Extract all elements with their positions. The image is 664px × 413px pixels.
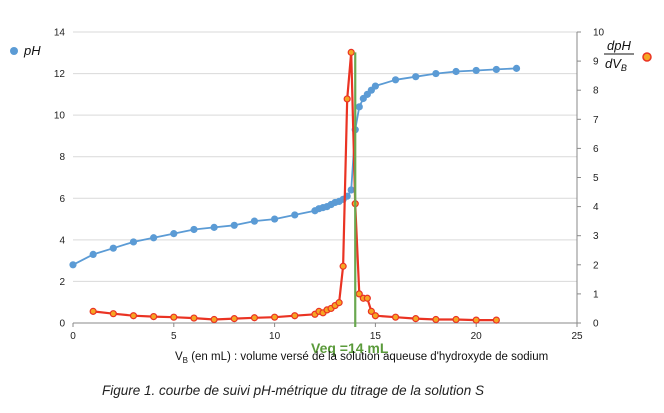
y-right-tick-label: 6 [593, 144, 599, 155]
ph-point [150, 234, 158, 242]
derivative-line [93, 51, 497, 322]
y-right-tick-label: 3 [593, 231, 599, 242]
legend-ph-marker [10, 47, 18, 55]
legend-ph: pH [10, 43, 41, 58]
derivative-point [492, 316, 500, 324]
ph-point [452, 67, 460, 76]
derivative-point [271, 313, 279, 321]
x-axis-label: VB (en mL) : volume versé de la solution… [175, 351, 548, 365]
series [69, 48, 521, 327]
derivative-point [89, 307, 97, 315]
derivative-point [412, 315, 420, 323]
veq-annotation: Veq =14 mL [311, 340, 389, 356]
ph-point [472, 66, 480, 75]
derivative-point [230, 315, 238, 323]
y-left-tick-label: 10 [54, 111, 66, 122]
ph-line [72, 67, 517, 266]
derivative-point [391, 313, 400, 321]
ph-point [250, 217, 259, 225]
y-right-tick-label: 7 [593, 115, 599, 126]
x-tick-label: 20 [471, 331, 483, 342]
legend-derivative-numerator: dpH [607, 38, 631, 53]
derivative-point [170, 313, 178, 321]
ph-point [347, 186, 355, 194]
y-left-tick-label: 14 [54, 28, 66, 39]
legend-derivative: dpH dVB [604, 38, 652, 73]
derivative-point [190, 314, 198, 322]
ph-point [129, 238, 138, 246]
y-right-tick-label: 5 [593, 173, 599, 184]
derivative-point [150, 312, 158, 321]
y-right-tick-label: 4 [593, 202, 599, 213]
legend-derivative-marker [642, 52, 652, 62]
ph-point [271, 215, 279, 223]
legend-ph-label: pH [23, 43, 41, 58]
derivative-point [363, 294, 371, 302]
derivative-point [129, 312, 138, 320]
ph-point [230, 221, 238, 229]
y-right-tick-label: 1 [593, 289, 599, 300]
derivative-point [250, 314, 259, 322]
ph-point [170, 230, 178, 238]
grid [73, 31, 577, 324]
derivative-point [109, 310, 117, 318]
ph-point [412, 73, 420, 81]
ph-point [512, 64, 521, 72]
y-left-tick-label: 4 [59, 235, 65, 246]
ph-point [391, 76, 400, 84]
ph-point [210, 223, 218, 231]
x-tick-label: 0 [70, 331, 76, 342]
ph-point [492, 65, 500, 74]
derivative-point [472, 316, 480, 324]
y-left-tick-label: 0 [59, 319, 65, 330]
y-left-tick-label: 8 [59, 152, 65, 163]
y-left-tick-label: 2 [59, 277, 65, 288]
y-right-tick-label: 0 [593, 319, 599, 330]
x-tick-label: 5 [171, 331, 177, 342]
axes [72, 31, 581, 327]
y-right-tick-label: 10 [593, 28, 605, 39]
ph-point [371, 82, 379, 90]
derivative-point [339, 262, 347, 270]
ph-point [69, 261, 77, 269]
ph-point [432, 69, 440, 78]
derivative-point [210, 315, 218, 324]
x-tick-label: 10 [269, 331, 281, 342]
y-right-tick-label: 2 [593, 260, 599, 271]
ph-point [109, 244, 117, 252]
x-axis-label-rest: (en mL) : volume versé de la solution aq… [188, 351, 548, 363]
legend-denominator-sub: B [621, 63, 627, 73]
y-right-tick-label: 9 [593, 57, 599, 68]
derivative-point [335, 299, 343, 307]
derivative-point [347, 48, 355, 56]
x-tick-label: 25 [571, 331, 583, 342]
derivative-point [343, 95, 351, 103]
derivative-point [291, 312, 299, 320]
x-tick-label: 15 [370, 331, 382, 342]
y-left-tick-label: 12 [54, 69, 66, 80]
legend-derivative-denominator: dVB [605, 56, 627, 73]
derivative-point [367, 307, 375, 315]
ph-point [291, 211, 299, 219]
y-right-tick-label: 8 [593, 86, 599, 97]
figure-caption: Figure 1. courbe de suivi pH-métrique du… [102, 383, 484, 398]
x-axis-label-sub: B [183, 356, 188, 365]
y-left-tick-label: 6 [59, 194, 65, 205]
legend-denominator-main: dV [605, 56, 622, 71]
ph-point [89, 250, 97, 259]
derivative-point [371, 312, 379, 320]
ph-point [190, 225, 198, 234]
ph-point [355, 103, 363, 111]
derivative-point [432, 315, 440, 324]
x-axis-label-main: V [175, 351, 183, 363]
derivative-point [452, 315, 460, 324]
